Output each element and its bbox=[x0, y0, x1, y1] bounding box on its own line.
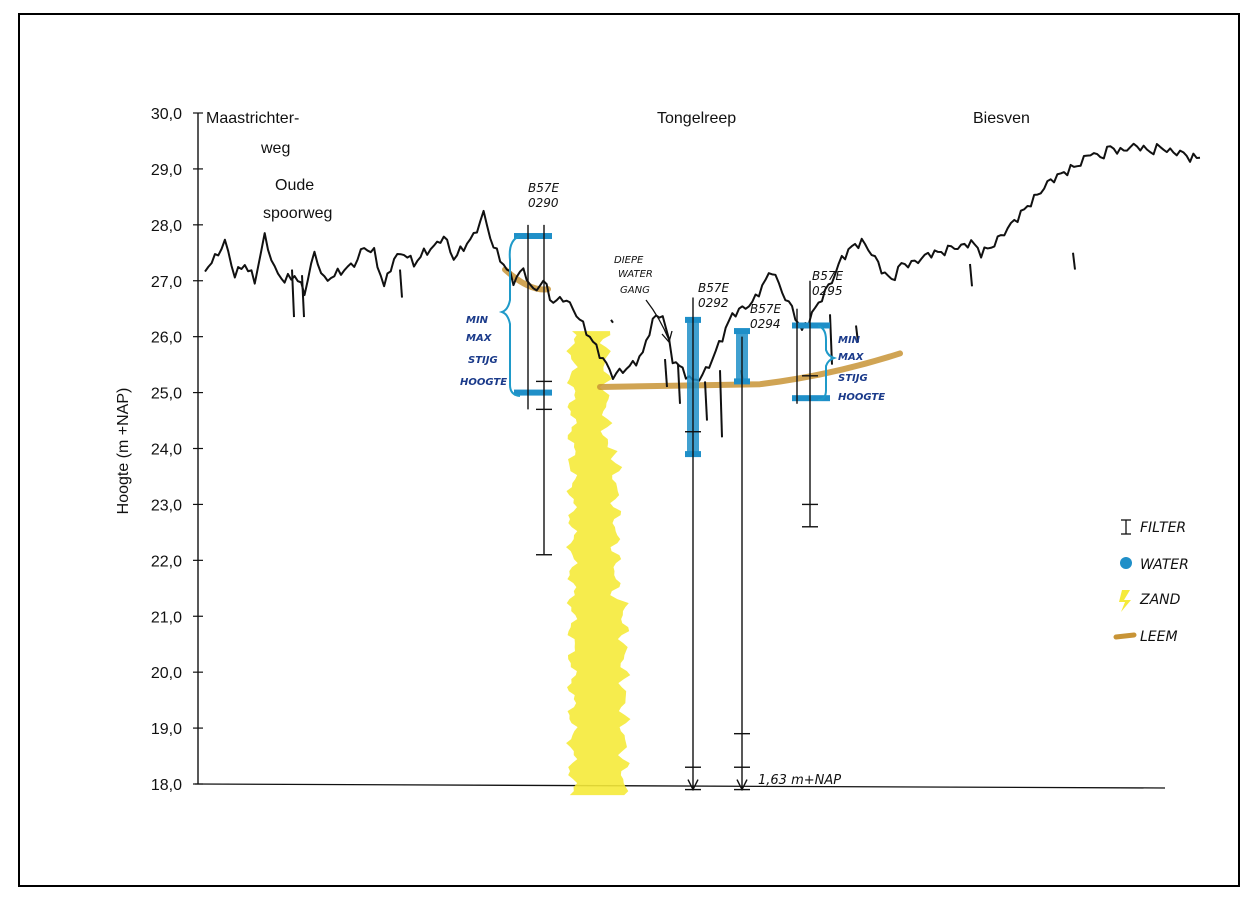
legend-symbol-leem bbox=[1113, 632, 1137, 640]
legend-item-leem: LEEM bbox=[1113, 629, 1178, 645]
y-tick-label: 30,0 bbox=[151, 106, 182, 123]
place-label: Oude bbox=[275, 177, 314, 194]
y-tick-label: 25,0 bbox=[151, 386, 182, 403]
profile-dip bbox=[399, 269, 403, 298]
min-max-left-text: MIN bbox=[466, 315, 489, 326]
legend-label: LEEM bbox=[1140, 629, 1178, 645]
y-tick-label: 23,0 bbox=[151, 497, 182, 514]
y-tick-label: 22,0 bbox=[151, 553, 182, 570]
y-tick-label: 27,0 bbox=[151, 274, 182, 291]
legend: FILTER WATER ZAND LEEM bbox=[1113, 519, 1189, 645]
diepe-watergang-text: DIEPE bbox=[614, 255, 644, 266]
legend-symbol-zand bbox=[1119, 590, 1131, 612]
place-label: weg bbox=[260, 140, 290, 157]
profile-dip bbox=[969, 263, 973, 287]
well-label-id: B57E bbox=[750, 302, 782, 316]
profile-dip bbox=[291, 269, 295, 318]
y-axis: 18,0 19,0 20,0 21,0 22,0 23,0 24,0 25,0 26,0 27,0… bbox=[151, 106, 203, 794]
profile-dip bbox=[664, 358, 668, 388]
min-max-left-text: MAX bbox=[466, 333, 493, 344]
min-max-right-text: MAX bbox=[838, 352, 865, 363]
profile-line bbox=[204, 142, 1201, 382]
y-tick-label: 19,0 bbox=[151, 721, 182, 738]
place-labels: Maastrichter-weg Oude spoorweg Tongelreep Bi… bbox=[206, 110, 1030, 222]
diepe-watergang-arrowhead bbox=[661, 330, 673, 344]
well-label-number: 0294 bbox=[750, 317, 781, 331]
water-max-mark bbox=[792, 322, 830, 329]
annotations: MIN MAX STIJG HOOGTE MIN MAX STIJG HOOGTE DIEPE W… bbox=[460, 235, 885, 788]
depth-note: 1,63 m+NAP bbox=[758, 773, 841, 788]
legend-symbol-water bbox=[1120, 557, 1132, 569]
diepe-watergang-text: WATER bbox=[618, 269, 653, 280]
diepe-watergang-text: GANG bbox=[620, 285, 650, 296]
legend-label: FILTER bbox=[1140, 520, 1186, 536]
well-label-number: 0295 bbox=[812, 284, 843, 298]
y-tick-label: 18,0 bbox=[151, 777, 182, 794]
arrow-down bbox=[687, 779, 699, 792]
legend-label: WATER bbox=[1140, 557, 1189, 573]
min-max-right-text: MIN bbox=[838, 335, 861, 346]
y-tick-label: 28,0 bbox=[151, 218, 182, 235]
min-max-left-text: STIJG bbox=[468, 355, 498, 366]
well-label-number: 0290 bbox=[528, 196, 559, 210]
place-label: Maastrichter- bbox=[206, 110, 299, 127]
x-axis-line bbox=[194, 783, 1166, 789]
y-axis-title: Hoogte (m +NAP) bbox=[115, 388, 132, 515]
legend-item-filter: FILTER bbox=[1121, 519, 1186, 536]
profile-dip bbox=[301, 275, 305, 318]
sand-fill bbox=[566, 331, 631, 796]
legend-item-water: WATER bbox=[1120, 557, 1189, 573]
y-tick-label: 26,0 bbox=[151, 330, 182, 347]
water-max-mark bbox=[514, 233, 552, 240]
min-max-right-text: STIJG bbox=[838, 373, 868, 384]
min-max-right-text: HOOGTE bbox=[838, 392, 885, 403]
min-max-bracket-left bbox=[498, 235, 521, 397]
arrow-down bbox=[736, 779, 748, 792]
profile-dip bbox=[610, 319, 614, 324]
min-max-left-text: HOOGTE bbox=[460, 377, 507, 388]
water-min-mark bbox=[792, 395, 830, 402]
place-label: Biesven bbox=[973, 110, 1030, 127]
well-label-id: B57E bbox=[812, 269, 844, 283]
y-tick-label: 21,0 bbox=[151, 609, 182, 626]
profile-dip bbox=[704, 381, 708, 421]
min-max-bracket-right bbox=[817, 325, 838, 401]
place-label: Tongelreep bbox=[657, 110, 736, 127]
legend-item-zand: ZAND bbox=[1119, 590, 1181, 612]
legend-label: ZAND bbox=[1139, 592, 1181, 608]
water-min-mark bbox=[514, 389, 552, 396]
well-label-number: 0292 bbox=[698, 296, 729, 310]
y-tick-label: 29,0 bbox=[151, 162, 182, 179]
y-tick-label: 24,0 bbox=[151, 442, 182, 459]
surface-profile bbox=[204, 142, 1201, 438]
outer-border bbox=[18, 13, 1240, 887]
place-label: spoorweg bbox=[263, 205, 332, 222]
well-label-id: B57E bbox=[528, 181, 560, 195]
profile-dip bbox=[855, 325, 859, 343]
profile-dip bbox=[1072, 252, 1076, 270]
y-tick-label: 20,0 bbox=[151, 665, 182, 682]
diepe-watergang-arrow bbox=[645, 299, 670, 341]
profile-dip bbox=[719, 370, 723, 438]
loam-right-segment bbox=[597, 350, 903, 390]
well-label-id: B57E bbox=[698, 281, 730, 295]
sand-column bbox=[566, 331, 631, 796]
profile-dip bbox=[677, 364, 681, 404]
x-axis bbox=[194, 783, 1166, 789]
